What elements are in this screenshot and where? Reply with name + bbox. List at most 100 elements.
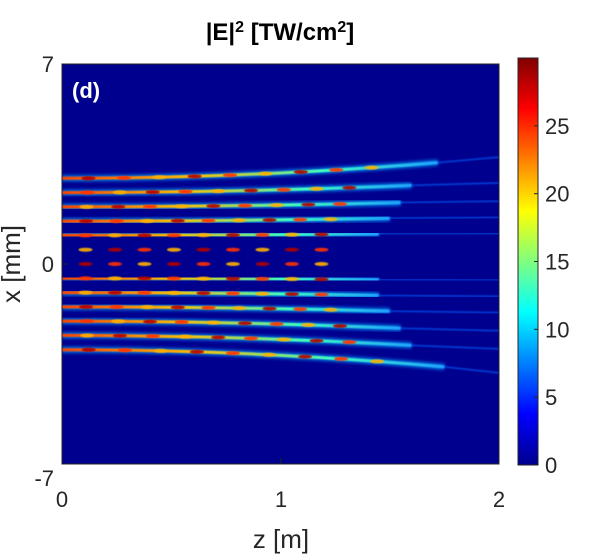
filament-hotspot: [78, 233, 93, 238]
colorbar-tick-label: 15: [545, 250, 569, 275]
filament-hotspot: [244, 336, 259, 341]
filament-hotspot: [262, 217, 277, 222]
filament-hotspot: [223, 173, 238, 178]
filament-hotspot: [284, 232, 299, 237]
filament-hotspot: [364, 165, 379, 170]
x-axis-label: z [m]: [253, 524, 309, 554]
filament-hotspot: [170, 218, 185, 223]
filament-hotspot: [370, 359, 385, 364]
filament-hotspot: [142, 319, 157, 324]
filament-hotspot: [293, 217, 308, 222]
filament-core: [62, 319, 401, 330]
filament-hotspot: [112, 333, 127, 338]
filament-core: [62, 216, 390, 223]
colorbar-tick-label: 0: [545, 453, 557, 478]
filament-hotspot: [79, 204, 94, 209]
x-tick-label: 0: [56, 487, 68, 512]
filament-hotspot: [237, 203, 252, 208]
filament-hotspot: [112, 190, 127, 195]
filament-hotspot: [111, 204, 126, 209]
filament-hotspot: [255, 232, 270, 237]
filament-hotspot: [201, 218, 216, 223]
filament-hotspot: [276, 187, 291, 192]
filament-hotspot: [269, 203, 284, 208]
filament-hotspot: [142, 204, 157, 209]
filament-hotspot: [225, 233, 240, 238]
filament-hotspot: [334, 356, 349, 361]
filament-hotspot: [342, 340, 357, 345]
filament-hotspot: [276, 337, 291, 342]
filament-hotspot: [211, 335, 226, 340]
filament-hotspot: [166, 276, 181, 281]
filament-hotspot: [284, 292, 299, 297]
filament-hotspot: [225, 276, 240, 281]
filament-hotspot: [78, 290, 93, 295]
filament-hotspot: [107, 233, 122, 238]
filament-hotspot: [137, 247, 152, 252]
filament-hotspot: [137, 262, 152, 266]
filament-tail: [378, 294, 499, 298]
filament-hotspot: [255, 291, 270, 296]
filament-core: [62, 291, 379, 297]
filament-hotspot: [196, 247, 211, 252]
filament-hotspot: [78, 247, 93, 252]
filament-hotspot: [170, 305, 185, 310]
y-axis: 7 0 -7: [34, 52, 68, 491]
filament-hotspot: [107, 262, 122, 266]
filament-hotspot: [166, 247, 181, 252]
filament-hotspot: [314, 292, 329, 297]
colorbar-tick-label: 5: [545, 385, 557, 410]
filament-hotspot: [323, 217, 338, 222]
filament-core: [62, 305, 390, 313]
filament-tail: [389, 310, 499, 314]
filament-hotspot: [201, 305, 216, 310]
filament-hotspot: [107, 276, 122, 281]
y-axis-label: x [mm]: [0, 225, 26, 303]
filament-tail: [411, 344, 499, 350]
filament-hotspot: [333, 323, 348, 328]
x-tick-label: 2: [493, 487, 505, 512]
x-tick-label: 1: [275, 487, 287, 512]
y-tick-label: 7: [42, 52, 54, 77]
filament-hotspot: [137, 276, 152, 281]
filament-hotspot: [78, 276, 93, 281]
filament-hotspot: [79, 319, 94, 324]
filament-hotspot: [78, 262, 93, 266]
filament-hotspot: [284, 277, 299, 282]
filament-hotspot: [140, 218, 155, 223]
filament-hotspot: [329, 167, 344, 172]
filament-hotspot: [231, 306, 246, 311]
filament-hotspot: [137, 233, 152, 238]
colorbar-tick-label: 25: [545, 114, 569, 139]
chart-title: |E|2 [TW/cm2]: [206, 19, 355, 47]
filament-hotspot: [153, 348, 168, 353]
filament-hotspot: [244, 188, 259, 193]
filament-hotspot: [196, 262, 211, 266]
filament-core: [62, 201, 401, 209]
filament-hotspot: [206, 204, 221, 209]
filament-hotspot: [284, 247, 299, 252]
filament-hotspot: [309, 338, 324, 343]
filament-hotspot: [79, 304, 94, 309]
filament-core: [62, 161, 438, 180]
filament-hotspot: [298, 354, 313, 359]
colorbar-tick-label: 10: [545, 317, 569, 342]
colorbar-tick-label: 20: [545, 182, 569, 207]
filament-core: [62, 183, 412, 195]
filament-hotspot: [262, 352, 277, 357]
filament-hotspot: [333, 201, 348, 206]
filament-hotspot: [309, 186, 324, 191]
filament-hotspot: [206, 320, 221, 325]
filament-hotspot: [152, 175, 167, 180]
filament-core: [62, 232, 379, 237]
filament-hotspot: [174, 320, 189, 325]
filament-tail: [400, 200, 499, 204]
filament-hotspot: [166, 290, 181, 295]
filament-hotspot: [166, 233, 181, 238]
filament-tail: [444, 365, 499, 374]
filament-hotspot: [284, 262, 299, 266]
colorbar: 0 5 10 15 20 25: [517, 57, 569, 478]
filament-tail: [378, 232, 499, 235]
filament-hotspot: [189, 349, 204, 354]
filament-hotspot: [137, 290, 152, 295]
